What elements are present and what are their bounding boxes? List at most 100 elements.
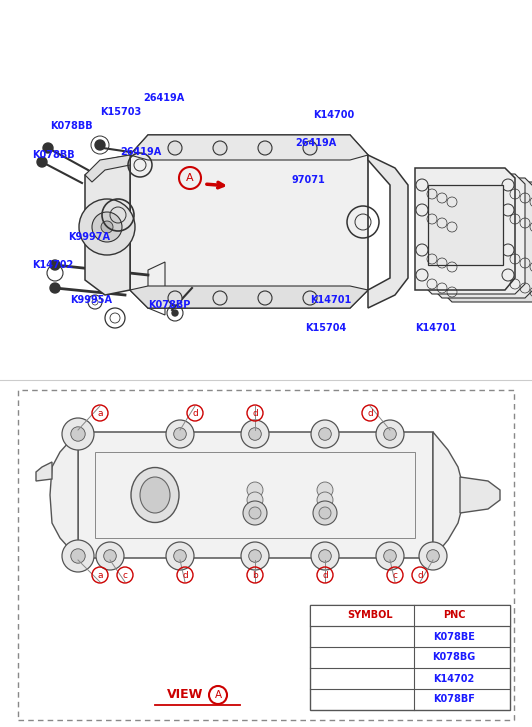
Circle shape — [168, 291, 182, 305]
Polygon shape — [422, 174, 525, 294]
Circle shape — [317, 492, 333, 508]
Text: d: d — [417, 571, 423, 579]
Text: K14702: K14702 — [434, 673, 475, 683]
Bar — [310, 605, 510, 626]
Circle shape — [319, 427, 331, 441]
Text: K078BP: K078BP — [148, 300, 190, 310]
Circle shape — [62, 418, 94, 450]
Bar — [310, 605, 510, 710]
Circle shape — [319, 507, 331, 519]
Circle shape — [71, 549, 85, 563]
Text: K14701: K14701 — [310, 295, 351, 305]
Circle shape — [311, 542, 339, 570]
Text: c: c — [368, 674, 372, 683]
Ellipse shape — [140, 477, 170, 513]
Circle shape — [79, 199, 135, 255]
Circle shape — [166, 420, 194, 448]
Circle shape — [248, 550, 261, 562]
Circle shape — [92, 212, 122, 242]
Text: K078BG: K078BG — [433, 653, 476, 662]
Circle shape — [419, 542, 447, 570]
Text: K15703: K15703 — [100, 107, 142, 117]
Text: d: d — [322, 571, 328, 579]
Circle shape — [241, 420, 269, 448]
Circle shape — [303, 141, 317, 155]
Text: VIEW: VIEW — [167, 688, 203, 702]
Circle shape — [303, 291, 317, 305]
Circle shape — [427, 550, 439, 562]
Text: K9995A: K9995A — [70, 295, 112, 305]
Text: d: d — [367, 409, 373, 417]
Polygon shape — [442, 182, 532, 302]
Text: c: c — [122, 571, 128, 579]
Polygon shape — [460, 477, 500, 513]
Text: SYMBOL: SYMBOL — [347, 611, 393, 621]
Polygon shape — [368, 155, 408, 308]
Circle shape — [249, 507, 261, 519]
Text: 97071: 97071 — [292, 175, 326, 185]
Text: K078BE: K078BE — [433, 632, 475, 641]
Text: K078BF: K078BF — [433, 694, 475, 704]
Polygon shape — [36, 462, 52, 481]
Polygon shape — [85, 155, 130, 182]
Circle shape — [174, 550, 186, 562]
Polygon shape — [415, 168, 515, 290]
Circle shape — [241, 542, 269, 570]
Text: b: b — [367, 653, 373, 662]
Circle shape — [172, 310, 178, 316]
Circle shape — [319, 550, 331, 562]
Polygon shape — [130, 135, 368, 160]
Ellipse shape — [131, 467, 179, 523]
Circle shape — [43, 143, 53, 153]
Text: A: A — [214, 690, 221, 700]
Bar — [18, 390, 514, 720]
Circle shape — [258, 291, 272, 305]
Circle shape — [50, 260, 60, 270]
Text: d: d — [182, 571, 188, 579]
Text: K078BB: K078BB — [32, 150, 74, 160]
Text: 26419A: 26419A — [120, 147, 161, 157]
Circle shape — [101, 221, 113, 233]
Text: d: d — [252, 409, 258, 417]
Text: A: A — [186, 173, 194, 183]
Circle shape — [71, 427, 85, 441]
Circle shape — [258, 141, 272, 155]
Bar — [78, 432, 433, 558]
Text: K078BB: K078BB — [50, 121, 93, 131]
Circle shape — [317, 482, 333, 498]
Circle shape — [37, 157, 47, 167]
Bar — [428, 185, 503, 265]
Text: 26419A: 26419A — [295, 138, 336, 148]
Text: a: a — [367, 632, 373, 641]
Circle shape — [213, 141, 227, 155]
Text: c: c — [393, 571, 397, 579]
Text: a: a — [97, 571, 103, 579]
Circle shape — [384, 427, 396, 441]
Text: K14701: K14701 — [415, 323, 456, 333]
Circle shape — [248, 427, 261, 441]
Circle shape — [168, 141, 182, 155]
Circle shape — [313, 501, 337, 525]
Circle shape — [104, 550, 117, 562]
Text: K14700: K14700 — [313, 110, 354, 120]
Circle shape — [384, 550, 396, 562]
Text: K15704: K15704 — [305, 323, 346, 333]
Text: d: d — [192, 409, 198, 417]
Text: b: b — [252, 571, 258, 579]
Circle shape — [247, 492, 263, 508]
Text: K14702: K14702 — [32, 260, 73, 270]
Text: a: a — [97, 409, 103, 417]
Text: d: d — [367, 695, 373, 704]
Bar — [95, 452, 415, 538]
Polygon shape — [85, 155, 130, 295]
Text: PNC: PNC — [443, 611, 466, 621]
Circle shape — [96, 542, 124, 570]
Circle shape — [95, 140, 105, 150]
Polygon shape — [130, 135, 368, 308]
Circle shape — [311, 420, 339, 448]
Polygon shape — [130, 286, 368, 308]
Text: K9997A: K9997A — [68, 232, 110, 242]
Circle shape — [213, 291, 227, 305]
Circle shape — [62, 540, 94, 572]
Circle shape — [376, 420, 404, 448]
